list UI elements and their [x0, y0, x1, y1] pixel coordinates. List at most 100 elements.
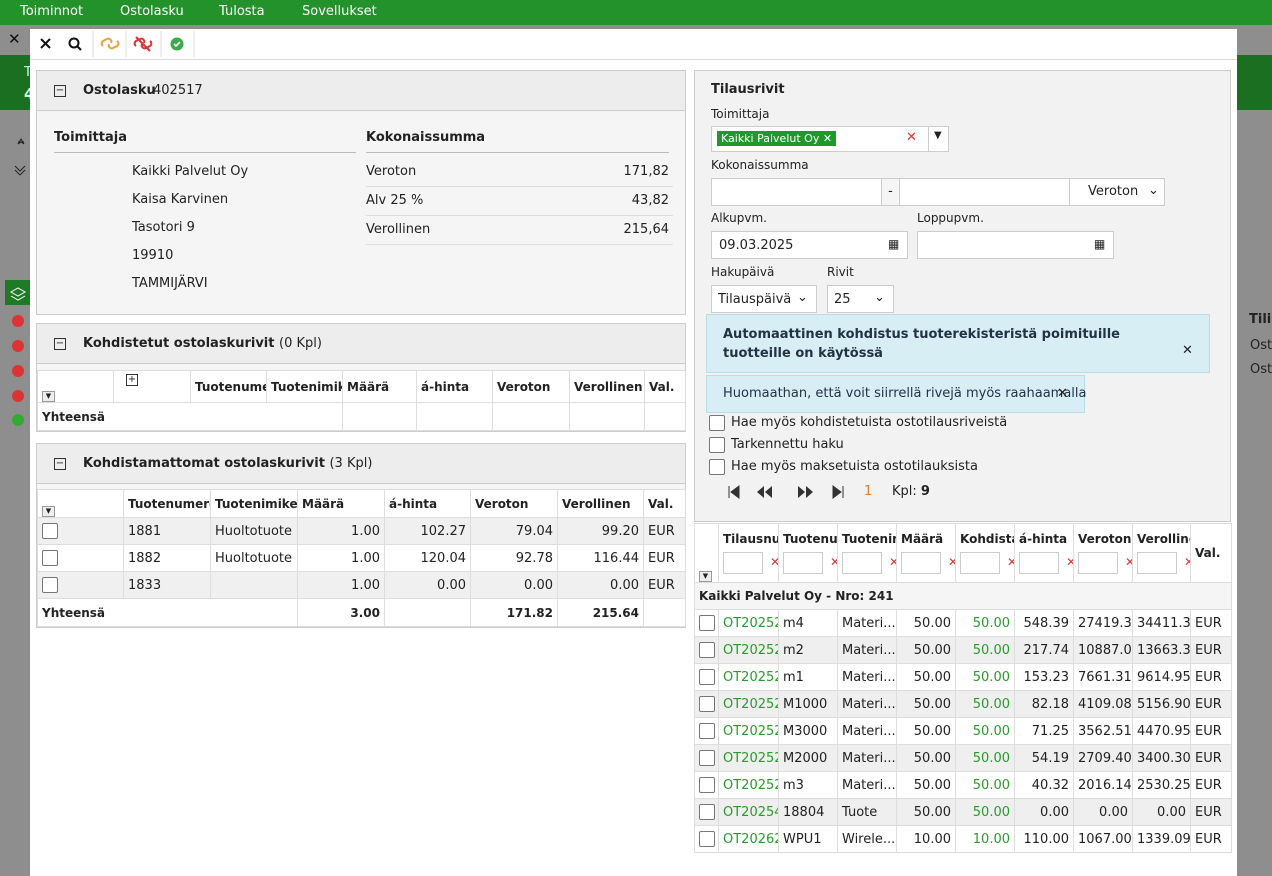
- start-date-input[interactable]: 09.03.2025 ▦: [711, 231, 908, 259]
- element: [173, 41, 181, 48]
- collapse-button[interactable]: −: [54, 458, 66, 470]
- filter-input[interactable]: [783, 552, 837, 574]
- cell[interactable]: [694, 798, 719, 826]
- column-header: Tuotenimike: [210, 489, 298, 518]
- menu-item[interactable]: Tulosta: [219, 4, 265, 19]
- header-row: ▼ + Tuotenumero Tuotenimike Määrä á-hinta Vero…: [37, 370, 686, 403]
- sort-toggle[interactable]: ▼: [699, 571, 712, 582]
- cell[interactable]: OT20252: [718, 690, 779, 718]
- cell[interactable]: OT20252: [718, 771, 779, 799]
- menu-item[interactable]: Toiminnot: [20, 4, 84, 19]
- checkbox[interactable]: [42, 523, 58, 539]
- element: [12, 414, 24, 426]
- cell[interactable]: [37, 544, 124, 572]
- cell[interactable]: ▼: [694, 523, 719, 583]
- cell[interactable]: [694, 663, 719, 691]
- cell[interactable]: OT20252: [718, 609, 779, 637]
- checkbox[interactable]: [42, 577, 58, 593]
- sort-toggle[interactable]: ▼: [42, 391, 55, 402]
- filter-input[interactable]: [723, 552, 778, 574]
- date-type-select[interactable]: Tilauspäivä ⌄: [711, 285, 817, 313]
- cell[interactable]: OT20252: [718, 636, 779, 664]
- end-date-input[interactable]: ▦: [917, 231, 1114, 259]
- clear-button[interactable]: ✕: [906, 130, 917, 145]
- filter-input[interactable]: [1078, 552, 1132, 574]
- total-max-input[interactable]: [899, 178, 1070, 206]
- cell: EUR: [643, 517, 686, 545]
- cell: m1: [783, 669, 804, 685]
- cell: 50.00: [955, 636, 1015, 664]
- calendar-icon[interactable]: ▦: [888, 237, 900, 251]
- filter-input[interactable]: [1137, 552, 1190, 574]
- data-row: OT20252 M2000 Materi... 50.00 50.00 54.19 2709…: [694, 744, 1232, 772]
- chevron: ⌄: [874, 290, 885, 305]
- filter-input[interactable]: [842, 552, 896, 574]
- cell[interactable]: +: [113, 370, 191, 403]
- cell[interactable]: [37, 571, 124, 599]
- cell[interactable]: [694, 636, 719, 664]
- calendar-icon[interactable]: ▦: [1094, 237, 1106, 251]
- notice-close[interactable]: ✕: [1057, 386, 1068, 401]
- checkbox[interactable]: [709, 415, 725, 431]
- notice: Huomaathan, että voit siirrellä rivejä m…: [706, 375, 1087, 413]
- total-type-select[interactable]: Veroton ⌄: [1069, 178, 1165, 206]
- cell: Huoltotuote 2: [210, 544, 298, 572]
- cell: OT20252: [723, 642, 779, 658]
- cell[interactable]: [694, 744, 719, 772]
- cell: M2000: [783, 750, 828, 766]
- cell[interactable]: [694, 609, 719, 637]
- cell[interactable]: OT20262: [718, 825, 779, 853]
- notice-close[interactable]: ✕: [1182, 343, 1193, 358]
- filter-input[interactable]: [1019, 552, 1073, 574]
- pager[interactable]: [720, 482, 860, 502]
- checkbox[interactable]: [699, 723, 715, 739]
- cell: 50.00: [913, 723, 951, 739]
- supplier-select[interactable]: Kaikki Palvelut Oy ✕ ✕ ▼: [711, 126, 949, 152]
- sort-toggle[interactable]: ▼: [42, 506, 55, 517]
- cell[interactable]: ▼: [37, 489, 124, 518]
- cell[interactable]: [694, 717, 719, 745]
- checkbox[interactable]: [699, 615, 715, 631]
- cell[interactable]: OT20252: [718, 663, 779, 691]
- cell[interactable]: ▼: [37, 370, 114, 403]
- cell: 50.00: [896, 690, 956, 718]
- cell[interactable]: [694, 690, 719, 718]
- checkbox[interactable]: [699, 831, 715, 847]
- menu-item[interactable]: Sovellukset: [302, 4, 377, 19]
- cell[interactable]: [37, 517, 124, 545]
- filter-input[interactable]: [960, 552, 1014, 574]
- checkbox[interactable]: [42, 550, 58, 566]
- checkbox[interactable]: [699, 696, 715, 712]
- cell[interactable]: OT20254: [718, 798, 779, 826]
- cell: EUR: [1195, 615, 1222, 631]
- cell[interactable]: [694, 825, 719, 853]
- checkbox[interactable]: [699, 669, 715, 685]
- current-page[interactable]: 1: [864, 484, 873, 499]
- total-min-input[interactable]: [711, 178, 882, 206]
- cell: EUR: [1190, 798, 1232, 826]
- collapse-button[interactable]: −: [54, 338, 66, 350]
- dropdown-arrow[interactable]: ▼: [934, 130, 942, 141]
- cell: 50.00: [913, 804, 951, 820]
- cell: EUR: [648, 577, 675, 593]
- collapse-button[interactable]: −: [54, 85, 66, 97]
- cell[interactable]: OT20252: [718, 717, 779, 745]
- checkbox[interactable]: [699, 777, 715, 793]
- supplier-chip[interactable]: Kaikki Palvelut Oy ✕: [717, 131, 837, 146]
- checkbox[interactable]: [709, 459, 725, 475]
- checkbox[interactable]: [699, 750, 715, 766]
- cell: Materi...: [837, 663, 897, 691]
- toolbar-icons[interactable]: [30, 29, 200, 59]
- checkbox[interactable]: [699, 804, 715, 820]
- total-label: Yhteensä: [37, 402, 343, 431]
- menu-item[interactable]: Ostolasku: [120, 4, 184, 19]
- element: [12, 365, 24, 377]
- panel-header: − Kohdistetut ostolaskurivit (0 Kpl): [37, 324, 685, 364]
- cell: 54.19: [1014, 744, 1074, 772]
- checkbox[interactable]: [709, 437, 725, 453]
- rows-select[interactable]: 25 ⌄: [827, 285, 894, 313]
- cell[interactable]: [694, 771, 719, 799]
- filter-input[interactable]: [901, 552, 955, 574]
- checkbox[interactable]: [699, 642, 715, 658]
- cell[interactable]: OT20252: [718, 744, 779, 772]
